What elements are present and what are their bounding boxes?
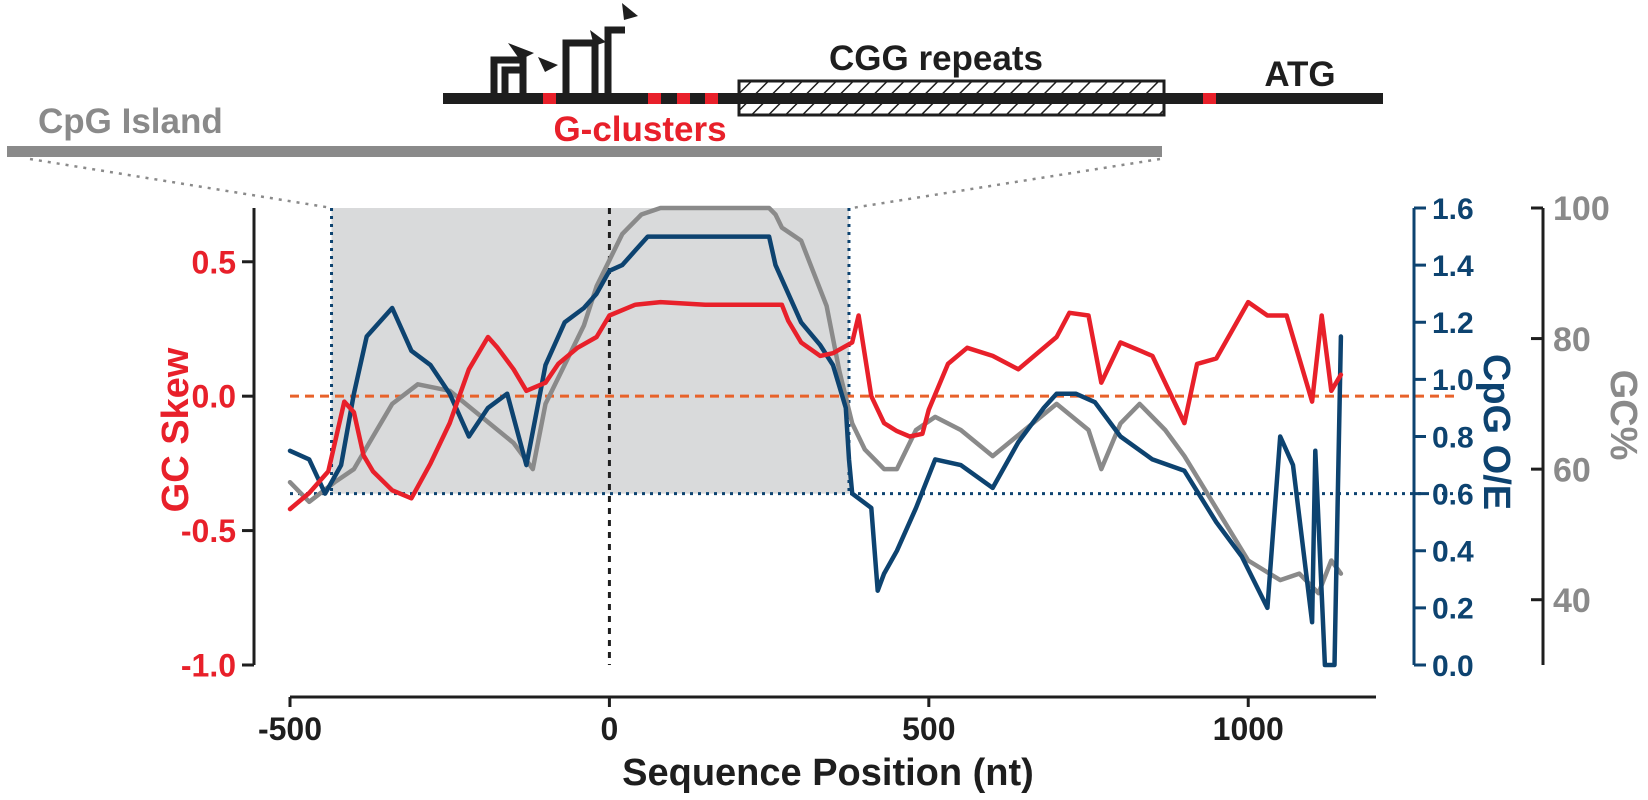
y-tick-label-gc-pct: 100: [1553, 190, 1610, 228]
atg-label: ATG: [1264, 55, 1335, 94]
zoom-line-left: [29, 157, 333, 210]
series-line-gc-skew: [287, 299, 1344, 512]
g-cluster-mark: [543, 93, 556, 104]
series-layer: [287, 205, 1344, 668]
y-axis-title-gc-pct: GC%: [1602, 370, 1644, 461]
y-tick-label-gc-skew: 0.5: [192, 244, 236, 280]
cpg-island-shade: [331, 208, 849, 494]
axes: -500 0 500 1000 0.5 0.0 -0.5 -1.0 1.6 1.4 1.2 1.0 0.…: [181, 190, 1610, 747]
y-tick-label-gc-pct: 40: [1553, 582, 1591, 620]
y-tick-label-cpg-oe: 0.4: [1432, 536, 1474, 569]
y-tick-label-gc-pct: 80: [1553, 321, 1591, 359]
tss-arrow-icon: [490, 26, 625, 93]
y-tick-label-cpg-oe: 0.8: [1432, 421, 1474, 454]
g-cluster-mark: [677, 93, 690, 104]
y-tick-label-cpg-oe: 0.2: [1432, 593, 1474, 626]
zoom-line-right: [851, 157, 1161, 210]
x-tick-label: -500: [258, 711, 322, 747]
cgg-repeats-label: CGG repeats: [829, 39, 1043, 78]
gene-diagram: CGG repeats ATG G-clusters CpG Island: [7, 3, 1383, 210]
reference-lines: [290, 208, 1460, 665]
cpg-island-label: CpG Island: [38, 102, 223, 141]
y-tick-label-cpg-oe: 0.6: [1432, 478, 1474, 511]
cgg-repeats-box: [737, 79, 1166, 117]
y-tick-label-cpg-oe: 1.6: [1432, 193, 1474, 226]
y-tick-label-cpg-oe: 0.0: [1432, 650, 1474, 683]
y-axis-title-cpg-oe: CpG O/E: [1475, 354, 1517, 510]
x-axis-title: Sequence Position (nt): [622, 752, 1034, 794]
y-tick-label-cpg-oe: 1.2: [1432, 307, 1474, 340]
y-tick-label-gc-skew: 0.0: [192, 379, 236, 415]
x-tick-label: 1000: [1213, 711, 1284, 747]
y-tick-label-gc-skew: -1.0: [181, 648, 236, 684]
x-tick-label: 0: [601, 711, 619, 747]
y-tick-label-gc-skew: -0.5: [181, 513, 236, 549]
g-cluster-mark: [648, 93, 661, 104]
y-axis-title-gc-skew: GC Skew: [155, 347, 197, 512]
series-line-gc-pct: [287, 205, 1344, 596]
y-tick-label-cpg-oe: 1.4: [1432, 250, 1474, 283]
x-tick-label: 500: [902, 711, 955, 747]
tss-arrowhead-icon: [508, 3, 638, 72]
g-clusters-label: G-clusters: [553, 110, 726, 149]
g-cluster-mark: [1203, 93, 1216, 104]
y-tick-label-gc-pct: 60: [1553, 451, 1591, 489]
g-cluster-mark: [705, 93, 718, 104]
cpg-island-bar: [7, 146, 1162, 157]
y-tick-label-cpg-oe: 1.0: [1432, 364, 1474, 397]
